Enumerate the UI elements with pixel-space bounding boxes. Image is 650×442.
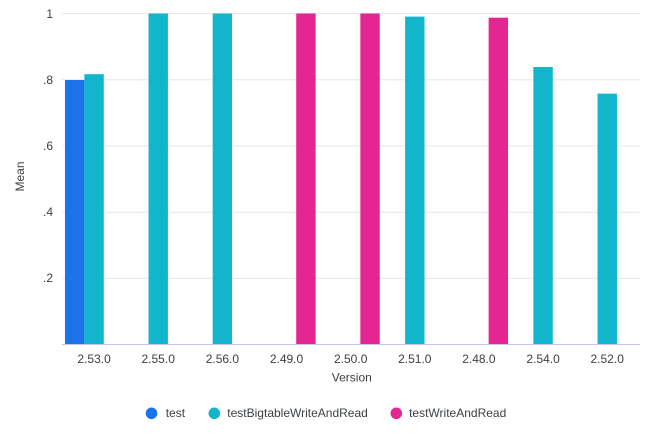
- svg-text:2.49.0: 2.49.0: [270, 352, 304, 366]
- svg-text:testWriteAndRead: testWriteAndRead: [409, 406, 506, 420]
- svg-text:2.55.0: 2.55.0: [142, 352, 176, 366]
- svg-text:2.50.0: 2.50.0: [334, 352, 368, 366]
- svg-text:.6: .6: [43, 139, 53, 153]
- svg-text:Mean: Mean: [13, 161, 27, 191]
- svg-text:Version: Version: [332, 371, 372, 385]
- svg-text:.8: .8: [43, 73, 53, 87]
- svg-text:test: test: [166, 406, 186, 420]
- svg-text:.2: .2: [43, 271, 53, 285]
- svg-text:2.53.0: 2.53.0: [77, 352, 111, 366]
- svg-text:1: 1: [46, 7, 53, 21]
- svg-text:.4: .4: [43, 205, 53, 219]
- svg-text:testBigtableWriteAndRead: testBigtableWriteAndRead: [227, 406, 368, 420]
- svg-text:2.54.0: 2.54.0: [526, 352, 560, 366]
- svg-text:2.51.0: 2.51.0: [398, 352, 432, 366]
- svg-text:2.52.0: 2.52.0: [591, 352, 625, 366]
- svg-text:2.48.0: 2.48.0: [462, 352, 496, 366]
- svg-text:2.56.0: 2.56.0: [206, 352, 240, 366]
